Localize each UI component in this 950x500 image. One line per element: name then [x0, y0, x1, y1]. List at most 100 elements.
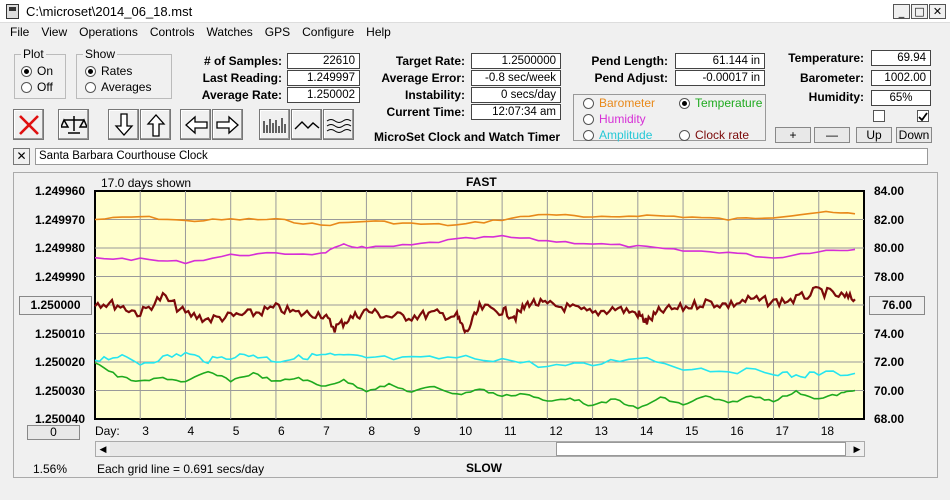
- humidity-series-line: [94, 234, 856, 265]
- day-tick-label: 18: [820, 424, 835, 438]
- temperature-series-line: [94, 362, 856, 410]
- close-window-button[interactable]: ✕: [929, 4, 946, 19]
- arrow-up-icon: [146, 113, 165, 137]
- horizontal-scrollbar[interactable]: ◀ ▶: [95, 441, 865, 457]
- barometer-radio-label: Barometer: [599, 96, 656, 110]
- temperature-label: Temperature:: [788, 51, 864, 65]
- y-left-tick-label: 1.250020: [34, 355, 85, 369]
- barometer-radio[interactable]: Barometer: [583, 96, 655, 110]
- scroll-left-icon[interactable]: ◀: [96, 442, 110, 456]
- show-averages-radio[interactable]: Averages: [85, 80, 151, 94]
- temperature-value: 69.94: [871, 50, 931, 66]
- show-rates-radio[interactable]: Rates: [85, 64, 132, 78]
- balance-button[interactable]: [58, 109, 89, 140]
- instability-value: 0 secs/day: [471, 87, 561, 103]
- pend-adjust-label: Pend Adjust:: [594, 71, 668, 85]
- pend-length-value: 61.144 in: [675, 53, 765, 69]
- stop-button[interactable]: [13, 109, 44, 140]
- humidity-radio[interactable]: Humidity: [583, 112, 646, 126]
- day-tick-label: 11: [504, 424, 517, 438]
- humidity-value: 65%: [871, 90, 931, 106]
- amplitude-radio-label: Amplitude: [599, 128, 653, 142]
- y-left-tick-label: 1.249970: [34, 212, 85, 227]
- arrow-left-button[interactable]: [180, 109, 211, 140]
- target-rate-value: 1.2500000: [471, 53, 561, 69]
- humidity-radio-label: Humidity: [599, 112, 646, 126]
- day-tick-label: 15: [685, 424, 699, 438]
- arrow-right-icon: [215, 115, 239, 134]
- barometer-value: 1002.00: [871, 70, 931, 86]
- radio-unchecked-icon: [583, 113, 594, 125]
- show-group-legend: Show: [85, 47, 116, 61]
- radio-checked-icon: [679, 97, 690, 109]
- clear-clock-button[interactable]: ✕: [13, 148, 30, 165]
- y-left-tick-label: 1.250040: [34, 412, 85, 426]
- samples-value: 22610: [287, 53, 360, 69]
- temperature-radio[interactable]: Temperature: [679, 96, 762, 110]
- window-title: C:\microset\2014_06_18.mst: [26, 4, 193, 19]
- center-rate-button[interactable]: 1.250000: [19, 296, 92, 315]
- y-right-tick-label: 82.00: [874, 212, 905, 227]
- barometer-label: Barometer:: [799, 71, 864, 85]
- y-right-tick-label: 80.00: [874, 241, 905, 255]
- scale-up-button[interactable]: Up: [856, 127, 892, 143]
- scale-plus-button[interactable]: +: [775, 127, 811, 143]
- menu-view[interactable]: View: [41, 25, 68, 39]
- aux-checkbox-2[interactable]: [917, 110, 929, 122]
- plot-off-radio[interactable]: Off: [21, 80, 53, 94]
- scroll-position-button[interactable]: 0: [27, 425, 80, 440]
- maximize-button[interactable]: □: [911, 4, 928, 19]
- grid-note: Each grid line = 0.691 secs/day: [97, 462, 265, 476]
- menu-operations[interactable]: Operations: [79, 25, 138, 39]
- wave-plot-button[interactable]: [323, 109, 354, 140]
- day-tick-label: 13: [594, 424, 608, 438]
- day-tick-label: 14: [639, 424, 654, 438]
- arrow-left-icon: [184, 115, 208, 134]
- percent-label: 1.56%: [33, 462, 68, 476]
- y-left-tick-label: 1.250030: [34, 383, 85, 398]
- y-right-tick-label: 72.00: [874, 355, 905, 369]
- arrow-right-button[interactable]: [212, 109, 243, 140]
- day-tick-label: 16: [730, 424, 744, 438]
- menu-file[interactable]: File: [10, 25, 30, 39]
- menu-help[interactable]: Help: [366, 25, 391, 39]
- radio-checked-icon: [21, 65, 32, 77]
- aux-checkbox-1[interactable]: [873, 110, 885, 122]
- y-right-tick-label: 78.00: [874, 269, 905, 284]
- day-tick-label: 3: [142, 424, 149, 438]
- plot-group-legend: Plot: [23, 47, 44, 61]
- red-x-icon: [18, 114, 39, 135]
- plot-on-radio[interactable]: On: [21, 64, 53, 78]
- menu-configure[interactable]: Configure: [302, 25, 355, 39]
- menu-watches[interactable]: Watches: [206, 25, 253, 39]
- samples-label: # of Samples:: [203, 54, 282, 68]
- grid-lines: [95, 191, 864, 419]
- current-time-value: 12:07:34 am: [471, 104, 561, 120]
- rate-series-line: [94, 285, 856, 335]
- arrow-down-icon: [114, 112, 133, 136]
- scale-down-button[interactable]: Down: [896, 127, 932, 143]
- average-rate-label: Average Rate:: [201, 88, 282, 102]
- scroll-right-icon[interactable]: ▶: [850, 442, 864, 456]
- wave-plot-icon: [326, 118, 351, 133]
- app-caption: MicroSet Clock and Watch Timer: [374, 130, 561, 144]
- minimize-button[interactable]: _: [893, 4, 910, 19]
- arrow-up-button[interactable]: [140, 109, 171, 140]
- clock-rate-radio[interactable]: Clock rate: [679, 128, 749, 142]
- current-time-label: Current Time:: [386, 105, 465, 119]
- menu-controls[interactable]: Controls: [149, 25, 195, 39]
- amplitude-radio[interactable]: Amplitude: [583, 128, 652, 142]
- clock-name-field[interactable]: Santa Barbara Courthouse Clock: [35, 148, 928, 165]
- close-icon: ✕: [16, 149, 27, 163]
- bar-plot-button[interactable]: [259, 109, 290, 140]
- scale-minus-button[interactable]: —: [814, 127, 850, 143]
- scroll-thumb[interactable]: [556, 442, 846, 456]
- y-left-tick-label: 1.249960: [34, 184, 85, 198]
- line-plot-button[interactable]: [291, 109, 322, 140]
- fast-label: FAST: [466, 175, 497, 189]
- center-aux-button[interactable]: 76.00: [869, 296, 925, 315]
- arrow-down-button[interactable]: [108, 109, 139, 140]
- day-tick-label: 10: [458, 424, 473, 438]
- menu-gps[interactable]: GPS: [264, 25, 291, 39]
- y-left-tick-label: 1.249980: [34, 241, 85, 255]
